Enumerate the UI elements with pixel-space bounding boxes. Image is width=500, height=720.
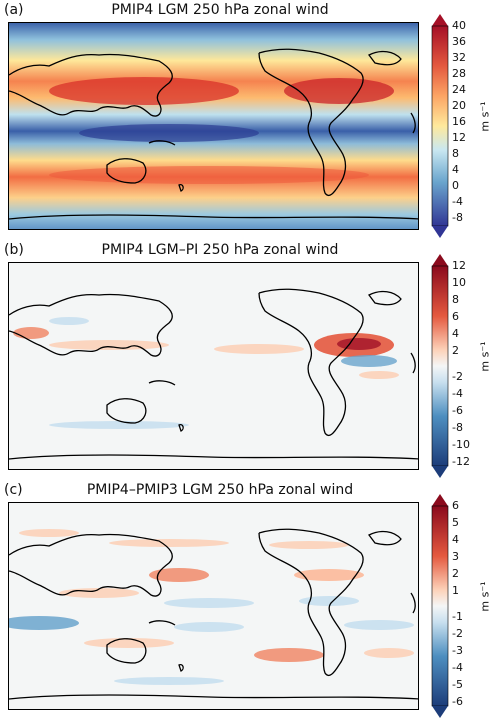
tick-label: 40: [452, 19, 466, 32]
tick-label: -8: [452, 421, 463, 434]
tick-label: -4: [452, 661, 463, 674]
wind-difference-map: [9, 503, 418, 709]
tick-label: -4: [452, 387, 463, 400]
tick-label: -4: [452, 195, 463, 208]
tick-label: 16: [452, 115, 466, 128]
tick-label: -8: [452, 211, 463, 224]
colorbar-unit: m s⁻¹: [478, 101, 492, 132]
colorbar-ticks: 40 36 32 28 24 20 16 12 8 4 0 -4 -8: [452, 19, 482, 230]
map-frame: [8, 262, 419, 470]
tick-label: 2: [452, 344, 459, 357]
tick-label: 4: [452, 327, 459, 340]
coastlines: [9, 528, 418, 700]
tick-label: 20: [452, 99, 466, 112]
colorbar-unit: m s⁻¹: [478, 581, 492, 612]
panel-a: (a) PMIP4 LGM 250 hPa zonal wind: [0, 0, 500, 240]
colorbar: [431, 494, 449, 718]
panel-letter: (a): [4, 2, 24, 18]
colorbar-ticks: 6 5 4 3 2 1 -1 -2 -3 -4 -5 -6: [452, 499, 482, 710]
tick-label: 28: [452, 67, 466, 80]
colorbar: [431, 254, 449, 478]
tick-label: 3: [452, 550, 459, 563]
coastlines: [9, 288, 418, 460]
tick-label: 0: [452, 179, 459, 192]
tick-label: 5: [452, 516, 459, 529]
tick-label: 24: [452, 83, 466, 96]
tick-label: -2: [452, 627, 463, 640]
tick-label: -6: [452, 695, 463, 708]
tick-label: -6: [452, 404, 463, 417]
tick-label: 12: [452, 131, 466, 144]
tick-label: 10: [452, 276, 466, 289]
tick-label: -10: [452, 438, 470, 451]
tick-label: 8: [452, 293, 459, 306]
colorbar-ticks: 12 10 8 6 4 2 -2 -4 -6 -8 -10 -12: [452, 259, 482, 470]
panel-title: PMIP4–PMIP3 LGM 250 hPa zonal wind: [86, 482, 354, 498]
panel-title: PMIP4 LGM–PI 250 hPa zonal wind: [101, 242, 339, 258]
map-frame: [8, 502, 419, 710]
tick-label: 4: [452, 533, 459, 546]
tick-label: 8: [452, 147, 459, 160]
map-frame: [8, 22, 419, 230]
panel-letter: (b): [4, 242, 24, 258]
tick-label: -5: [452, 678, 463, 691]
coastlines: [9, 48, 418, 220]
panel-c: (c) PMIP4–PMIP3 LGM 250 hPa zonal wind: [0, 480, 500, 720]
wind-field-map: [9, 23, 418, 229]
colorbar-unit: m s⁻¹: [478, 341, 492, 372]
tick-label: -1: [452, 610, 463, 623]
tick-label: -3: [452, 644, 463, 657]
tick-label: 32: [452, 51, 466, 64]
wind-anomaly-map: [9, 263, 418, 469]
tick-label: 36: [452, 35, 466, 48]
tick-label: 4: [452, 163, 459, 176]
panel-title: PMIP4 LGM 250 hPa zonal wind: [111, 2, 329, 18]
tick-label: 1: [452, 584, 459, 597]
colorbar: [431, 14, 449, 238]
tick-label: 2: [452, 567, 459, 580]
tick-label: 12: [452, 259, 466, 272]
panel-letter: (c): [4, 482, 23, 498]
tick-label: 6: [452, 310, 459, 323]
tick-label: -2: [452, 370, 463, 383]
panel-b: (b) PMIP4 LGM–PI 250 hPa zonal wind: [0, 240, 500, 480]
tick-label: 6: [452, 499, 459, 512]
tick-label: -12: [452, 455, 470, 468]
